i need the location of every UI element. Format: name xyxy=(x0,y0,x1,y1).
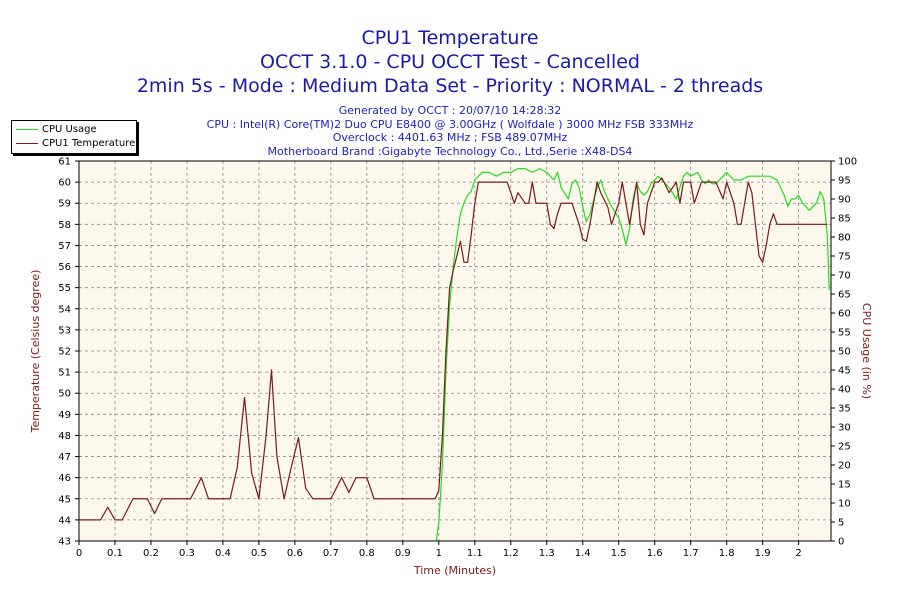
y-tick-label: 52 xyxy=(58,347,71,358)
y2-tick-label: 45 xyxy=(838,366,851,377)
info-block: Generated by OCCT : 20/07/10 14:28:32 CP… xyxy=(0,104,900,158)
y2-tick-label: 15 xyxy=(838,480,851,491)
x-tick-label: 1.8 xyxy=(719,548,735,559)
y-tick-label: 47 xyxy=(58,452,71,463)
y2-tick-label: 5 xyxy=(838,518,844,529)
y-tick-label: 43 xyxy=(58,537,71,548)
y2-tick-label: 85 xyxy=(838,214,851,225)
x-tick-label: 0.8 xyxy=(359,548,375,559)
y2-tick-label: 100 xyxy=(838,157,857,168)
y-tick-label: 45 xyxy=(58,494,71,505)
x-axis-label: Time (Minutes) xyxy=(413,564,496,577)
y2-tick-label: 35 xyxy=(838,404,851,415)
x-tick-label: 0.9 xyxy=(395,548,411,559)
y2-tick-label: 40 xyxy=(838,385,851,396)
x-tick-label: 1.1 xyxy=(467,548,483,559)
x-tick-label: 1.9 xyxy=(755,548,771,559)
legend-item-cpu-usage: CPU Usage xyxy=(16,123,97,136)
legend-label-cpu-usage: CPU Usage xyxy=(42,124,97,135)
y-tick-label: 60 xyxy=(58,178,71,189)
legend: CPU Usage CPU1 Temperature xyxy=(11,120,137,154)
y2-tick-label: 60 xyxy=(838,309,851,320)
x-tick-label: 0.6 xyxy=(287,548,303,559)
y-tick-label: 58 xyxy=(58,220,71,231)
x-tick-label: 2 xyxy=(795,548,801,559)
y-tick-label: 54 xyxy=(58,304,71,315)
y2-tick-label: 55 xyxy=(838,328,851,339)
y2-tick-label: 80 xyxy=(838,233,851,244)
y-tick-label: 44 xyxy=(58,515,71,526)
y-tick-label: 49 xyxy=(58,410,71,421)
y-tick-label: 53 xyxy=(58,325,71,336)
y-tick-label: 50 xyxy=(58,389,71,400)
y-tick-label: 59 xyxy=(58,199,71,210)
y-tick-label: 56 xyxy=(58,262,71,273)
info-cpu: CPU : Intel(R) Core(TM)2 Duo CPU E8400 @… xyxy=(206,117,694,131)
info-generated: Generated by OCCT : 20/07/10 14:28:32 xyxy=(338,104,562,117)
y2-tick-label: 90 xyxy=(838,195,851,206)
legend-item-cpu1-temperature: CPU1 Temperature xyxy=(16,137,135,150)
plot-area xyxy=(79,161,831,541)
y2-axis-label: CPU Usage (in %) xyxy=(860,303,873,399)
y2-tick-label: 95 xyxy=(838,176,851,187)
y2-tick-label: 65 xyxy=(838,290,851,301)
chart-subtitle-2: 2min 5s - Mode : Medium Data Set - Prior… xyxy=(136,75,764,97)
y2-tick-label: 0 xyxy=(838,537,844,548)
y2-tick-label: 30 xyxy=(838,423,851,434)
chart-subtitle: OCCT 3.1.0 - CPU OCCT Test - Cancelled xyxy=(260,51,640,73)
x-tick-label: 0.7 xyxy=(323,548,339,559)
legend-label-cpu1-temperature: CPU1 Temperature xyxy=(42,138,136,149)
x-tick-label: 0.2 xyxy=(143,548,159,559)
series-line-cpu1-temperature xyxy=(79,177,828,521)
info-overclock: Overclock : 4401.63 MHz ; FSB 489.07MHz xyxy=(332,131,568,145)
x-tick-label: 0.4 xyxy=(215,548,231,559)
legend-swatch-cpu-usage xyxy=(16,129,38,130)
y2-tick-label: 20 xyxy=(838,461,851,472)
y-tick-label: 51 xyxy=(58,368,71,379)
x-tick-label: 0.1 xyxy=(107,548,123,559)
y2-tick-label: 75 xyxy=(838,252,851,263)
chart-title: CPU1 Temperature xyxy=(361,27,539,49)
x-tick-label: 1 xyxy=(436,548,442,559)
y-tick-label: 61 xyxy=(58,157,71,168)
x-tick-label: 1.2 xyxy=(503,548,519,559)
y-tick-label: 55 xyxy=(58,283,71,294)
x-tick-label: 0 xyxy=(76,548,82,559)
y-axis-label: Temperature (Celsius degree) xyxy=(29,270,42,434)
info-motherboard: Motherboard Brand :Gigabyte Technology C… xyxy=(267,144,633,158)
y2-tick-label: 10 xyxy=(838,499,851,510)
x-tick-label: 0.3 xyxy=(179,548,195,559)
x-tick-label: 1.4 xyxy=(575,548,591,559)
x-tick-label: 0.5 xyxy=(251,548,267,559)
x-tick-label: 1.7 xyxy=(683,548,699,559)
y2-tick-label: 50 xyxy=(838,347,851,358)
x-tick-label: 1.6 xyxy=(647,548,663,559)
y2-tick-label: 25 xyxy=(838,442,851,453)
y-tick-label: 48 xyxy=(58,431,71,442)
legend-swatch-cpu1-temperature xyxy=(16,143,38,144)
x-tick-label: 1.3 xyxy=(539,548,555,559)
y2-tick-label: 70 xyxy=(838,271,851,282)
y-tick-label: 46 xyxy=(58,473,71,484)
y-tick-label: 57 xyxy=(58,241,71,252)
x-tick-label: 1.5 xyxy=(611,548,627,559)
